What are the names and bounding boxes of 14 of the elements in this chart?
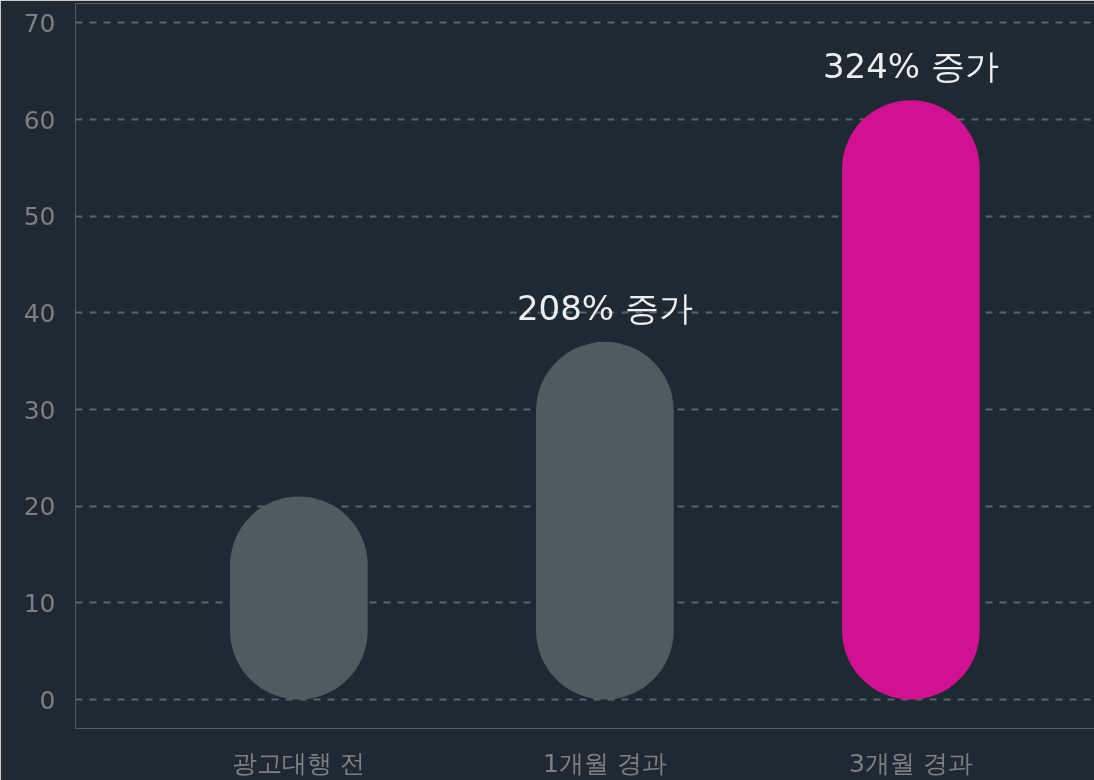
y-tick-label: 30 bbox=[23, 395, 56, 425]
y-tick-label: 0 bbox=[39, 685, 56, 715]
y-tick-label: 10 bbox=[23, 588, 56, 618]
bar bbox=[842, 100, 980, 700]
x-tick-label: 1개월 경과 bbox=[542, 748, 667, 778]
y-tick-label: 70 bbox=[23, 8, 56, 38]
annotation: 208% 증가 bbox=[516, 287, 693, 328]
y-tick-label: 40 bbox=[23, 298, 56, 328]
y-tick-label: 50 bbox=[23, 202, 56, 232]
x-tick-label: 3개월 경과 bbox=[848, 748, 973, 778]
annotation: 324% 증가 bbox=[822, 46, 999, 87]
x-tick-label: 광고대행 전 bbox=[232, 748, 366, 778]
y-tick-label: 20 bbox=[23, 492, 56, 522]
y-tick-label: 60 bbox=[23, 105, 56, 135]
